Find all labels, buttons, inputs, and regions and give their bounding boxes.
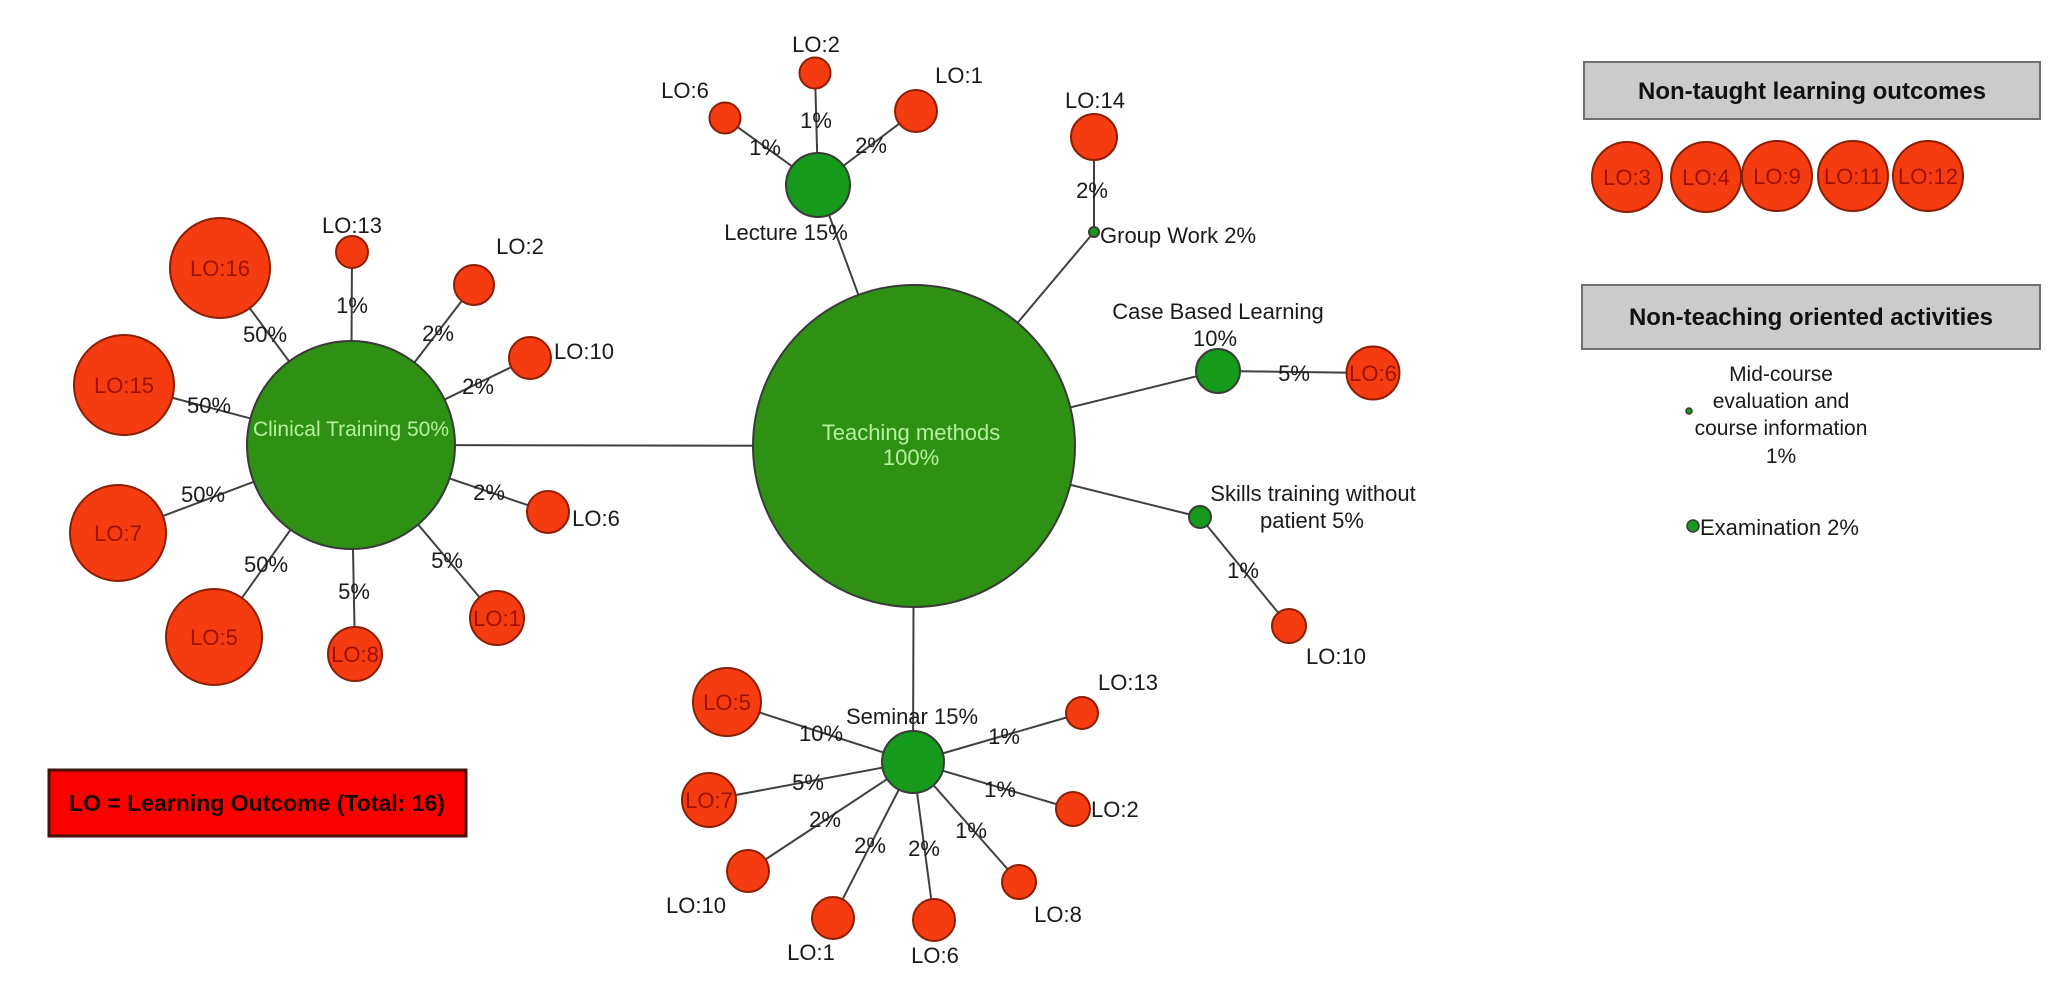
svg-text:50%: 50% <box>181 482 225 507</box>
svg-text:1%: 1% <box>955 818 987 843</box>
svg-text:LO:1: LO:1 <box>473 606 521 631</box>
svg-text:patient 5%: patient 5% <box>1260 508 1364 533</box>
svg-text:5%: 5% <box>1278 361 1310 386</box>
svg-text:course information: course information <box>1695 417 1868 440</box>
svg-text:Case Based Learning: Case Based Learning <box>1112 299 1324 324</box>
svg-text:1%: 1% <box>749 135 781 160</box>
svg-text:LO:5: LO:5 <box>190 625 238 650</box>
svg-text:50%: 50% <box>187 393 231 418</box>
svg-text:LO:7: LO:7 <box>94 521 142 546</box>
svg-text:50%: 50% <box>244 552 288 577</box>
svg-text:1%: 1% <box>1766 445 1796 468</box>
svg-text:1%: 1% <box>336 293 368 318</box>
svg-text:2%: 2% <box>908 836 940 861</box>
svg-text:LO:15: LO:15 <box>94 373 154 398</box>
svg-text:10%: 10% <box>1193 326 1237 351</box>
svg-text:LO:7: LO:7 <box>685 788 733 813</box>
svg-text:LO:1: LO:1 <box>935 63 983 88</box>
svg-text:Mid-course: Mid-course <box>1729 363 1833 386</box>
svg-text:2%: 2% <box>1076 178 1108 203</box>
svg-text:1%: 1% <box>800 108 832 133</box>
svg-text:10%: 10% <box>799 721 843 746</box>
svg-text:LO:10: LO:10 <box>1306 644 1366 669</box>
svg-text:LO:1: LO:1 <box>787 940 835 965</box>
svg-text:5%: 5% <box>431 548 463 573</box>
svg-text:5%: 5% <box>338 579 370 604</box>
svg-text:LO:6: LO:6 <box>911 943 959 968</box>
svg-text:LO:3: LO:3 <box>1603 165 1651 190</box>
svg-text:LO:6: LO:6 <box>661 78 709 103</box>
svg-text:LO:14: LO:14 <box>1065 88 1125 113</box>
svg-text:Teaching methods: Teaching methods <box>822 420 1001 445</box>
svg-text:Group Work 2%: Group Work 2% <box>1100 223 1256 248</box>
svg-text:LO:8: LO:8 <box>1034 902 1082 927</box>
svg-text:LO:2: LO:2 <box>1091 797 1139 822</box>
svg-text:LO:10: LO:10 <box>554 339 614 364</box>
svg-text:1%: 1% <box>988 724 1020 749</box>
svg-text:Lecture 15%: Lecture 15% <box>724 220 848 245</box>
svg-text:LO:5: LO:5 <box>703 690 751 715</box>
svg-text:evaluation and: evaluation and <box>1713 390 1850 413</box>
svg-text:50%: 50% <box>243 322 287 347</box>
svg-text:Non-teaching oriented activiti: Non-teaching oriented activities <box>1629 304 1993 331</box>
svg-text:1%: 1% <box>984 777 1016 802</box>
svg-text:LO:12: LO:12 <box>1898 164 1958 189</box>
svg-text:LO:2: LO:2 <box>792 32 840 57</box>
svg-text:Clinical Training 50%: Clinical Training 50% <box>253 418 449 441</box>
svg-text:Examination 2%: Examination 2% <box>1700 515 1859 540</box>
svg-text:2%: 2% <box>809 807 841 832</box>
svg-text:2%: 2% <box>422 321 454 346</box>
svg-text:LO:4: LO:4 <box>1682 165 1730 190</box>
svg-text:LO:6: LO:6 <box>1349 361 1397 386</box>
svg-text:2%: 2% <box>473 480 505 505</box>
svg-text:LO:8: LO:8 <box>331 642 379 667</box>
svg-text:LO:13: LO:13 <box>322 213 382 238</box>
svg-text:2%: 2% <box>854 833 886 858</box>
svg-text:100%: 100% <box>883 445 939 470</box>
svg-text:1%: 1% <box>1227 558 1259 583</box>
svg-text:LO:10: LO:10 <box>666 893 726 918</box>
svg-text:Non-taught learning outcomes: Non-taught learning outcomes <box>1638 78 1986 105</box>
svg-text:2%: 2% <box>462 374 494 399</box>
svg-text:Skills training without: Skills training without <box>1210 481 1415 506</box>
svg-text:5%: 5% <box>792 770 824 795</box>
svg-text:LO:11: LO:11 <box>1824 164 1882 189</box>
svg-text:LO:9: LO:9 <box>1753 164 1801 189</box>
svg-text:LO:16: LO:16 <box>190 256 250 281</box>
svg-text:LO:13: LO:13 <box>1098 670 1158 695</box>
svg-text:2%: 2% <box>855 133 887 158</box>
svg-text:LO = Learning Outcome (Total:: LO = Learning Outcome (Total: 16) <box>69 790 445 816</box>
svg-text:LO:2: LO:2 <box>496 234 544 259</box>
svg-text:Seminar 15%: Seminar 15% <box>846 704 978 729</box>
svg-text:LO:6: LO:6 <box>572 506 620 531</box>
